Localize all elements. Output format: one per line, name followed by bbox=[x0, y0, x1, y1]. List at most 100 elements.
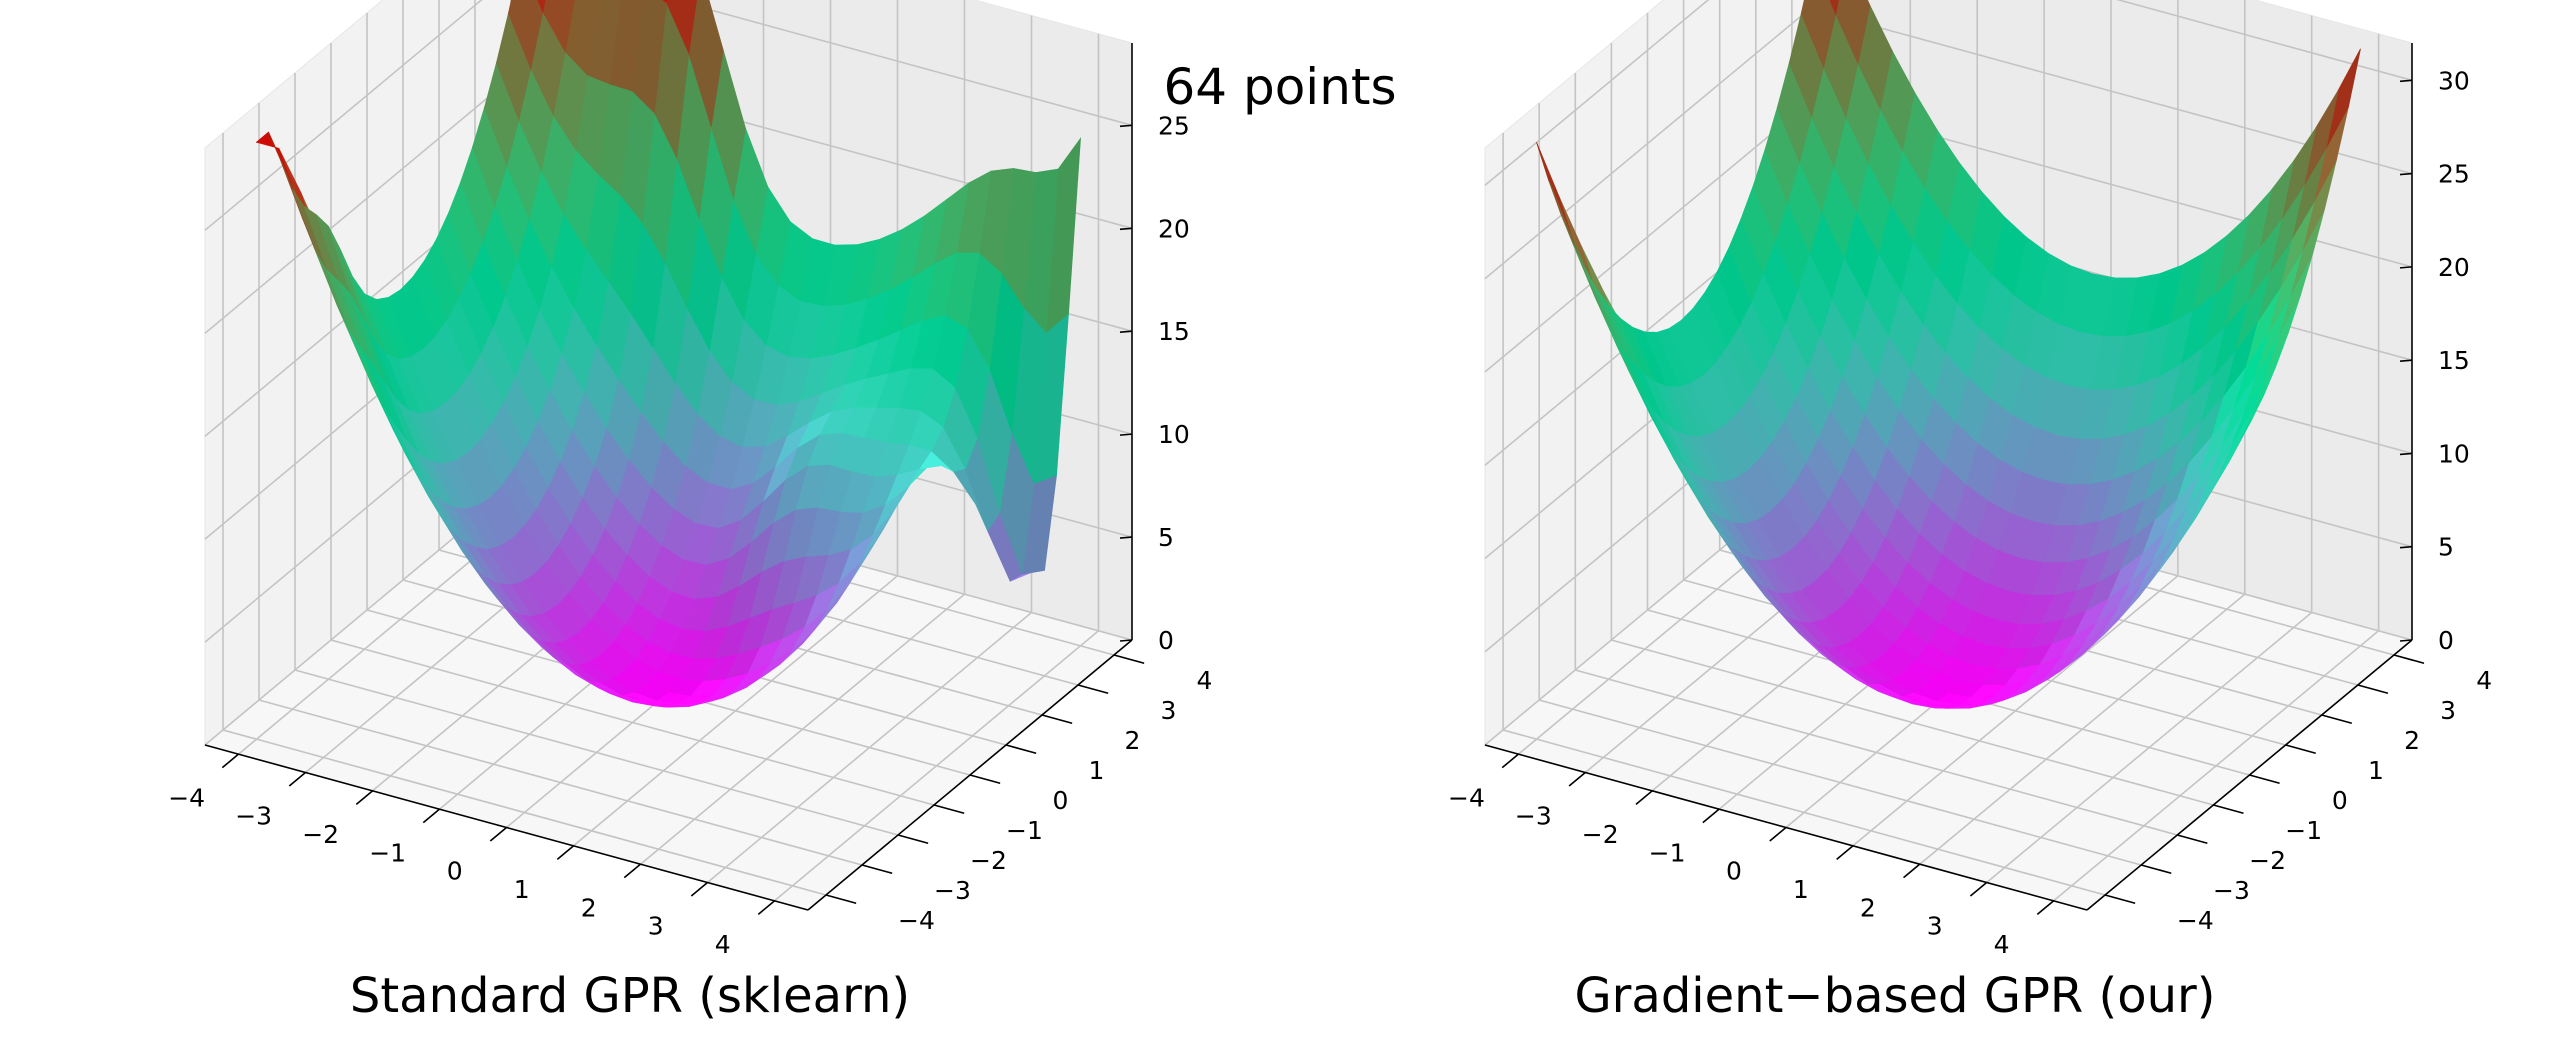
y-tick bbox=[1077, 684, 1109, 695]
axes bbox=[204, 43, 1145, 915]
y-tick-label: 3 bbox=[2440, 696, 2456, 725]
z-tick-label: 30 bbox=[2438, 66, 2470, 95]
surface-mesh bbox=[255, 0, 1081, 708]
x-tick bbox=[1769, 826, 1787, 842]
y-tick bbox=[1041, 714, 1073, 725]
y-tick-label: 4 bbox=[2476, 666, 2492, 695]
surface-facet bbox=[666, 0, 697, 55]
y-tick-label: 0 bbox=[2332, 786, 2348, 815]
x-tick-label: −3 bbox=[1515, 802, 1552, 831]
y-tick-label: −1 bbox=[2285, 816, 2322, 845]
x-tick-label: 1 bbox=[514, 875, 530, 904]
z-tick bbox=[1119, 227, 1133, 231]
x-tick bbox=[1501, 753, 1519, 769]
y-tick bbox=[2285, 744, 2316, 755]
right-chart-title: Gradient−based GPR (our) bbox=[1574, 968, 2216, 1024]
x-tick-label: −2 bbox=[302, 820, 339, 849]
y-tick-label: −1 bbox=[1006, 816, 1043, 845]
x-tick-label: −1 bbox=[1649, 838, 1686, 867]
x-tick bbox=[1635, 790, 1653, 805]
y-tick bbox=[1005, 744, 1037, 755]
y-tick-label: −4 bbox=[898, 906, 935, 935]
x-tick bbox=[1568, 771, 1586, 787]
y-tick bbox=[897, 834, 929, 845]
x-tick bbox=[1836, 845, 1854, 860]
z-tick-label: 5 bbox=[1158, 523, 1174, 552]
x-tick-label: −1 bbox=[369, 838, 406, 867]
y-tick bbox=[2177, 834, 2208, 845]
x-tick bbox=[623, 863, 642, 879]
x-tick bbox=[2036, 900, 2055, 915]
z-tick bbox=[1119, 536, 1133, 539]
z-tick bbox=[2399, 79, 2413, 83]
z-tick-label: 25 bbox=[1158, 111, 1190, 140]
surface-facet bbox=[542, 0, 575, 53]
x-tick bbox=[1702, 808, 1720, 824]
x-tick bbox=[422, 808, 441, 824]
x-tick-label: 1 bbox=[1793, 875, 1809, 904]
z-tick bbox=[1119, 330, 1133, 334]
z-tick bbox=[2399, 266, 2413, 269]
z-tick bbox=[2399, 545, 2413, 549]
z-tick-label: 0 bbox=[1158, 626, 1174, 655]
y-tick bbox=[2393, 654, 2425, 665]
x-tick bbox=[221, 753, 240, 769]
z-tick-label: 25 bbox=[2438, 160, 2470, 189]
x-tick-label: −3 bbox=[235, 802, 272, 831]
surface-facet bbox=[662, 0, 668, 4]
y-tick-label: 0 bbox=[1052, 786, 1068, 815]
z-tick bbox=[1119, 639, 1133, 642]
x-tick bbox=[757, 900, 776, 915]
surface-facet bbox=[688, 0, 724, 127]
x-tick-label: 3 bbox=[1927, 912, 1943, 941]
y-tick bbox=[969, 774, 1001, 785]
z-tick-label: 15 bbox=[1158, 317, 1190, 346]
y-tick bbox=[2249, 774, 2280, 785]
y-tick-label: −2 bbox=[2249, 846, 2286, 875]
x-tick bbox=[1903, 863, 1921, 879]
x-tick bbox=[1969, 881, 1988, 897]
x-tick-label: 0 bbox=[447, 857, 463, 886]
y-tick bbox=[1113, 654, 1145, 665]
y-tick-label: 3 bbox=[1160, 696, 1176, 725]
x-tick-label: −4 bbox=[168, 783, 205, 812]
figure-title: 64 points bbox=[1163, 58, 1397, 116]
surface-facet bbox=[1829, 0, 1839, 15]
z-tick-label: 5 bbox=[2438, 533, 2454, 562]
z-tick bbox=[1119, 433, 1133, 436]
x-tick-label: 2 bbox=[581, 893, 597, 922]
grid-z bbox=[204, 0, 1133, 231]
y-tick-label: −2 bbox=[970, 846, 1007, 875]
y-tick-label: 4 bbox=[1196, 666, 1212, 695]
x-tick-label: 2 bbox=[1860, 893, 1876, 922]
surface-facet bbox=[537, 0, 546, 13]
y-tick-label: 1 bbox=[2368, 756, 2384, 785]
x-tick-label: −2 bbox=[1582, 820, 1619, 849]
left-chart-title: Standard GPR (sklearn) bbox=[349, 968, 911, 1024]
y-tick-label: 2 bbox=[1124, 726, 1140, 755]
surface-mesh bbox=[1536, 0, 2361, 709]
y-tick bbox=[2357, 684, 2389, 695]
y-tick-label: −4 bbox=[2177, 906, 2214, 935]
y-tick-label: −3 bbox=[934, 876, 971, 905]
x-tick bbox=[288, 771, 307, 787]
z-tick bbox=[2399, 639, 2413, 642]
y-tick bbox=[2140, 864, 2172, 875]
z-tick bbox=[2399, 359, 2413, 362]
y-tick bbox=[2213, 804, 2244, 815]
z-tick-label: 0 bbox=[2438, 626, 2454, 655]
y-tick bbox=[2104, 894, 2136, 905]
z-tick bbox=[1119, 124, 1133, 128]
axes bbox=[1484, 43, 2425, 915]
z-tick-label: 20 bbox=[1158, 214, 1190, 243]
x-tick-label: −4 bbox=[1448, 783, 1485, 812]
y-tick bbox=[825, 894, 857, 905]
z-tick bbox=[2399, 172, 2413, 176]
z-tick-label: 10 bbox=[1158, 420, 1190, 449]
x-tick bbox=[556, 845, 575, 860]
x-tick bbox=[489, 826, 508, 842]
